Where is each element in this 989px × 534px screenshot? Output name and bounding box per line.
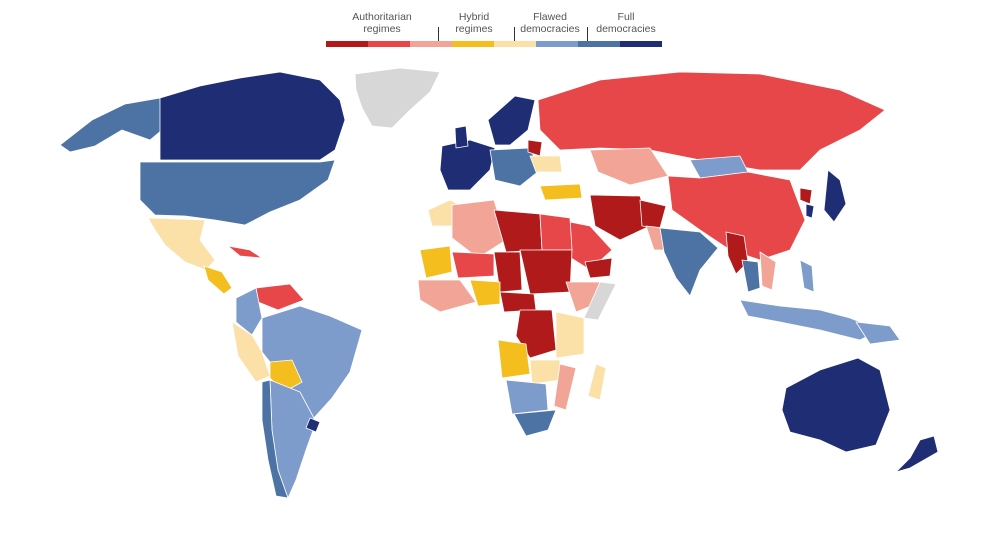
- region-sudan: [519, 249, 573, 295]
- region-angola: [497, 339, 531, 379]
- region-alaska: [59, 97, 163, 153]
- region-uk: [454, 125, 469, 149]
- region-eastern-europe: [489, 147, 541, 187]
- region-egypt: [539, 213, 573, 251]
- region-venezuela: [255, 283, 305, 311]
- region-mexico: [147, 217, 216, 271]
- legend-flawed-label-1: Flawed: [533, 11, 567, 23]
- legend-hybrid-label-1: Hybrid: [458, 11, 490, 23]
- region-mali: [419, 245, 453, 279]
- region-niger: [451, 251, 495, 279]
- legend-authoritarian-label-2: regimes: [363, 23, 401, 35]
- region-philippines: [799, 259, 815, 293]
- region-canada: [159, 71, 346, 161]
- region-chile: [261, 379, 289, 499]
- legend-authoritarian: Authoritarian regimes: [336, 11, 428, 35]
- legend-divider-3: [587, 27, 588, 47]
- region-somalia: [583, 281, 617, 321]
- region-uruguay: [305, 417, 321, 433]
- region-australia: [781, 357, 891, 453]
- region-south-korea: [805, 203, 815, 219]
- region-kazakhstan: [589, 147, 669, 186]
- region-madagascar: [587, 363, 607, 401]
- region-algeria: [451, 199, 507, 259]
- region-malaysia-indonesia: [739, 299, 881, 341]
- region-north-korea: [799, 187, 813, 205]
- region-central-america: [203, 265, 233, 295]
- region-scandinavia: [487, 95, 536, 146]
- region-car: [499, 291, 537, 313]
- region-colombia: [235, 287, 263, 336]
- legend-swatch-6: [536, 41, 578, 47]
- region-png: [855, 321, 901, 345]
- legend-divider-2: [514, 27, 515, 47]
- legend-swatch-5: [494, 41, 536, 47]
- legend-flawed-label-2: democracies: [520, 23, 580, 35]
- legend-flawed: Flawed democracies: [514, 11, 586, 35]
- legend-swatch-3: [410, 41, 452, 47]
- legend-divider-1: [438, 27, 439, 47]
- legend-full-label-2: democracies: [596, 23, 656, 35]
- region-ukraine: [529, 155, 563, 173]
- region-india: [659, 227, 719, 297]
- region-usa: [139, 159, 336, 226]
- region-russia: [537, 71, 886, 171]
- legend: Authoritarian regimes Hybrid regimes Fla…: [326, 11, 662, 51]
- legend-swatch-7: [578, 41, 620, 47]
- legend-color-bar: [326, 41, 662, 47]
- legend-full: Full democracies: [590, 11, 662, 35]
- legend-hybrid: Hybrid regimes: [444, 11, 504, 35]
- region-west-africa: [417, 279, 477, 313]
- region-namibia-botswana: [505, 379, 549, 415]
- region-kenya-tanzania: [555, 311, 585, 359]
- region-iran: [589, 194, 651, 241]
- region-vietnam: [759, 251, 777, 291]
- legend-swatch-2: [368, 41, 410, 47]
- legend-swatch-8: [620, 41, 662, 47]
- region-zambia: [529, 359, 561, 385]
- region-new-zealand: [895, 435, 939, 473]
- region-greenland: [354, 67, 441, 129]
- legend-authoritarian-label-1: Authoritarian: [352, 11, 412, 23]
- legend-swatch-1: [326, 41, 368, 47]
- legend-swatch-4: [452, 41, 494, 47]
- legend-full-label-1: Full: [617, 11, 635, 23]
- region-turkey: [539, 183, 583, 201]
- region-cuba: [227, 245, 263, 259]
- region-china: [667, 171, 806, 261]
- region-yemen: [584, 257, 613, 279]
- region-japan: [823, 169, 847, 223]
- region-western-europe: [439, 139, 496, 191]
- region-mozambique: [553, 363, 577, 411]
- region-chad: [493, 251, 523, 293]
- region-nigeria: [469, 279, 501, 307]
- region-afghanistan: [639, 199, 667, 229]
- region-libya: [493, 209, 543, 253]
- region-thailand: [741, 259, 761, 293]
- region-south-africa: [513, 409, 557, 437]
- legend-hybrid-label-2: regimes: [455, 23, 493, 35]
